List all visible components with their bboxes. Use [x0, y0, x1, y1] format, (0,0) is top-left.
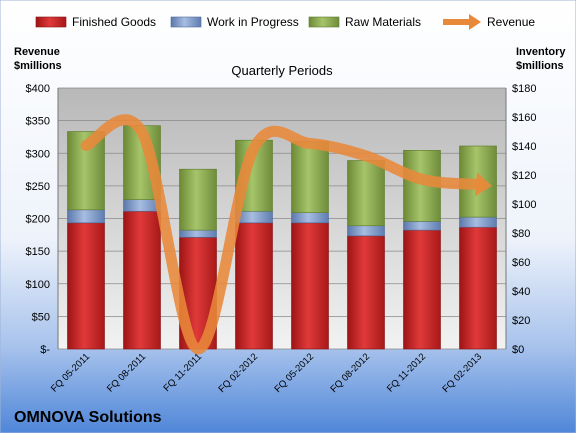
revenue-arrowhead	[474, 172, 492, 197]
right-axis-label-line2: $millions	[516, 60, 564, 72]
bars-group	[67, 125, 497, 350]
bar-work-in-progress	[291, 212, 329, 224]
left-axis-label-line2: $millions	[14, 60, 62, 72]
left-tick-label: $400	[26, 83, 50, 95]
bar-work-in-progress	[403, 221, 441, 231]
bar-finished-goods	[459, 226, 497, 350]
bar-raw-materials	[179, 168, 217, 231]
revenue-line-group	[80, 114, 492, 355]
left-tick-label: $300	[26, 148, 50, 160]
legend-swatch-finished-goods	[35, 16, 67, 28]
bar-raw-materials	[347, 160, 385, 227]
right-axis-ticks: $0 $20 $40 $60 $80 $100 $120 $140 $160 $180	[512, 83, 536, 356]
right-tick-label: $120	[512, 170, 536, 182]
right-axis-label-line1: Inventory	[516, 46, 566, 58]
right-tick-label: $180	[512, 83, 536, 95]
right-tick-label: $0	[512, 344, 524, 356]
bar-finished-goods	[403, 229, 441, 350]
bar-raw-materials	[291, 141, 329, 213]
bar-finished-goods	[123, 210, 161, 350]
left-tick-label: $50	[32, 311, 50, 323]
bar-finished-goods	[235, 222, 273, 350]
bar-work-in-progress	[459, 216, 497, 228]
left-tick-label: $100	[26, 279, 50, 291]
right-tick-label: $60	[512, 257, 530, 269]
bar-work-in-progress	[67, 209, 105, 224]
left-tick-label: $150	[26, 246, 50, 258]
company-name: OMNOVA Solutions	[14, 409, 162, 426]
legend-arrowhead	[469, 14, 481, 30]
bar-finished-goods	[291, 222, 329, 350]
legend-label-work-in-progress: Work in Progress	[207, 15, 299, 29]
chart-title: Quarterly Periods	[231, 63, 333, 78]
left-axis-label-line1: Revenue	[14, 46, 60, 58]
left-tick-label: $200	[26, 214, 50, 226]
bar-finished-goods	[67, 222, 105, 350]
bar-finished-goods	[347, 235, 385, 350]
right-tick-label: $160	[512, 112, 536, 124]
right-tick-label: $100	[512, 199, 536, 211]
right-tick-label: $80	[512, 228, 530, 240]
bar-work-in-progress	[347, 225, 385, 237]
left-tick-label: $-	[40, 344, 50, 356]
legend-label-revenue: Revenue	[487, 15, 535, 29]
right-tick-label: $20	[512, 315, 530, 327]
legend-label-finished-goods: Finished Goods	[72, 15, 156, 29]
revenue-line	[80, 114, 484, 355]
right-tick-label: $140	[512, 141, 536, 153]
legend: Finished Goods Work in Progress Raw Materi…	[35, 14, 535, 30]
legend-swatch-raw-materials	[308, 16, 340, 28]
legend-swatch-work-in-progress	[170, 16, 202, 28]
left-tick-label: $250	[26, 181, 50, 193]
left-axis-ticks: $- $50 $100 $150 $200 $250 $300 $350 $400	[26, 83, 51, 356]
left-tick-label: $350	[26, 116, 50, 128]
legend-label-raw-materials: Raw Materials	[345, 15, 421, 29]
bar-work-in-progress	[179, 229, 217, 238]
right-tick-label: $40	[512, 286, 530, 298]
